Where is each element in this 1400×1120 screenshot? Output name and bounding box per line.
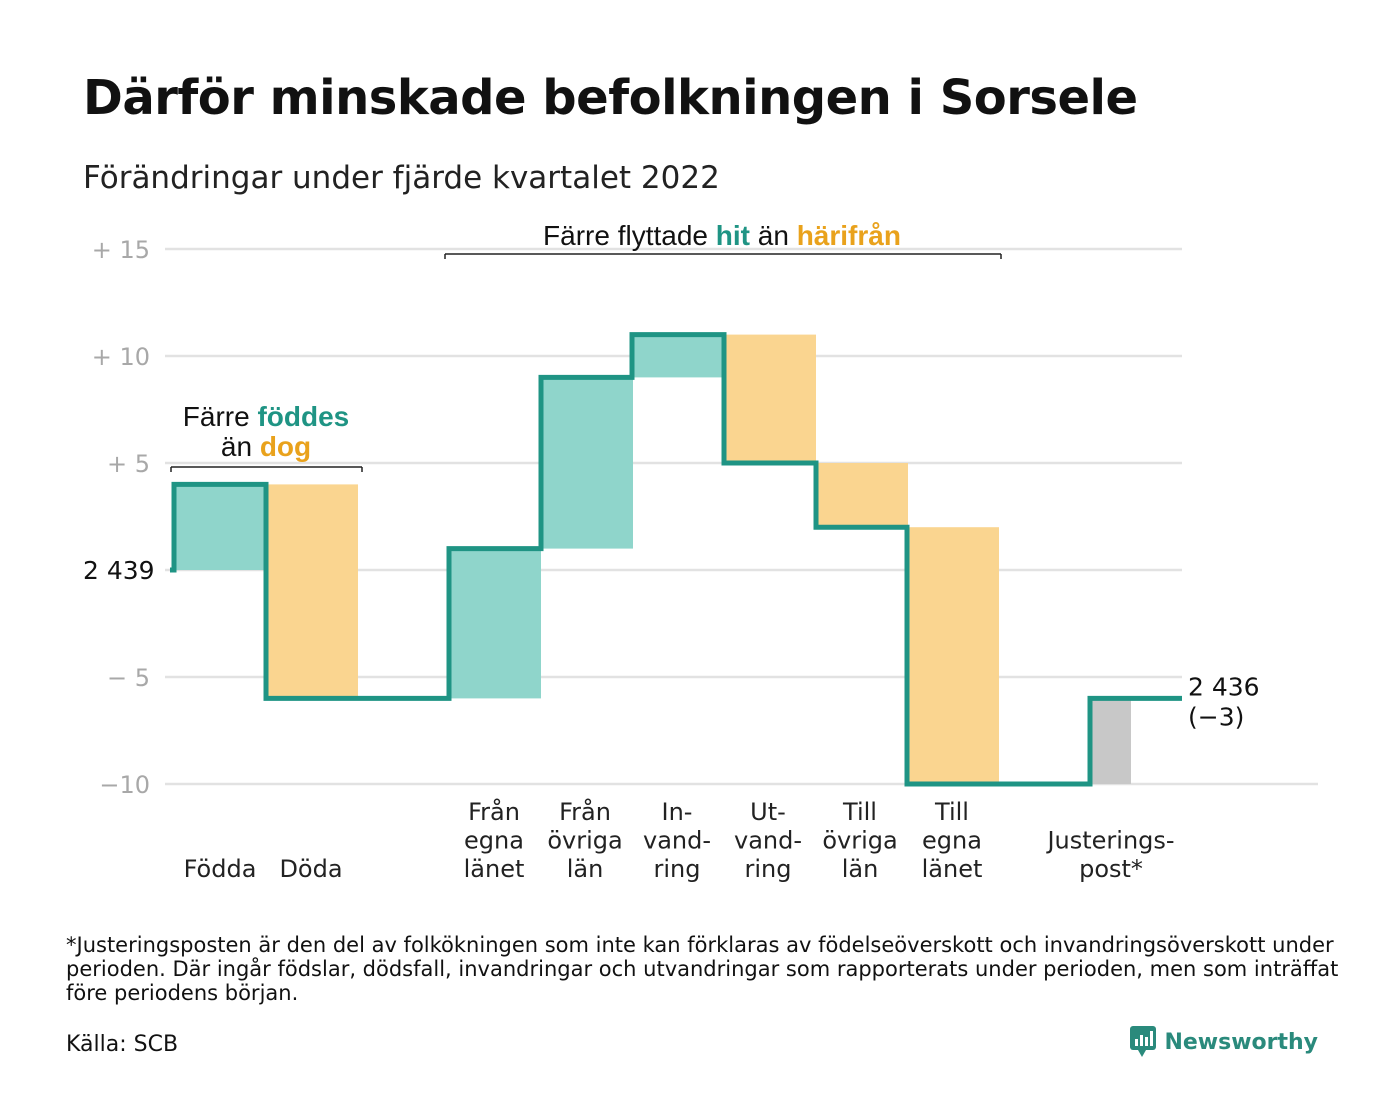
category-label: län <box>567 855 604 883</box>
y-tick-label: + 15 <box>92 236 150 264</box>
chart-subtitle: Förändringar under fjärde kvartalet 2022 <box>83 160 720 196</box>
chart-title: Därför minskade befolkningen i Sorsele <box>83 70 1138 126</box>
category-label: länet <box>464 855 525 883</box>
category-label: övriga <box>547 827 622 855</box>
footnote: *Justeringsposten är den del av folkökni… <box>66 933 1339 1005</box>
annotation-text: Färre flyttade hit än härifrån <box>543 220 901 251</box>
y-tick-label: −10 <box>99 771 150 799</box>
category-label: län <box>842 855 879 883</box>
annotation-part-orange: dog <box>260 431 311 462</box>
y-tick-label: − 5 <box>107 664 150 692</box>
start-value-label: 2 439 <box>83 556 155 585</box>
category-label: vand- <box>643 827 711 855</box>
category-label: ring <box>745 855 792 883</box>
annotation-part-plain: än <box>750 220 797 251</box>
annotation-part-plain: än <box>221 431 260 462</box>
category-label: Döda <box>279 855 342 883</box>
bar-outflow <box>266 484 358 699</box>
category-label: vand- <box>734 827 802 855</box>
annotation-part-green: föddes <box>257 401 349 432</box>
bar-outflow <box>816 463 908 528</box>
bar-inflow <box>449 548 541 699</box>
category-label: Ut- <box>750 798 786 826</box>
annotation-part-plain: Färre flyttade <box>543 220 716 251</box>
annotation-part-green: hit <box>716 220 750 251</box>
category-label: länet <box>922 855 983 883</box>
category-labels: 2 436(−3)Födda DödaFrånegnalänetFrånövrig… <box>184 672 1260 883</box>
bar-inflow <box>632 334 724 378</box>
waterfall-step-line <box>170 332 1182 787</box>
brand-logo: Newsworthy <box>1130 1026 1318 1058</box>
category-label: Från <box>559 797 611 826</box>
category-label: Justerings- <box>1045 827 1174 855</box>
annotation-text: än dog <box>221 431 311 462</box>
category-label: egna <box>922 827 982 855</box>
category-label: Från <box>468 797 520 826</box>
newsworthy-icon <box>1130 1026 1157 1057</box>
category-label: övriga <box>822 827 897 855</box>
bars <box>174 334 1131 784</box>
y-axis: + 15 + 10 + 5 − 5 −10 2 439 <box>83 236 155 799</box>
category-label: Födda <box>184 855 257 883</box>
bar-adjustment <box>1090 698 1131 784</box>
category-label: Till <box>934 798 969 826</box>
category-label: ring <box>654 855 701 883</box>
bar-inflow <box>174 484 266 570</box>
category-label: egna <box>464 827 524 855</box>
y-tick-label: + 5 <box>107 450 150 478</box>
category-label: Till <box>842 798 877 826</box>
annotation-part-plain: Färre <box>183 401 258 432</box>
source-label: Källa: SCB <box>66 1032 179 1057</box>
annotation-part-orange: härifrån <box>797 220 901 251</box>
category-label: In- <box>662 798 693 826</box>
y-tick-label: + 10 <box>92 343 150 371</box>
annotation-text: Färre föddes <box>183 401 349 432</box>
end-change-label: (−3) <box>1188 702 1244 731</box>
waterfall-line <box>170 332 1182 787</box>
category-label: post* <box>1079 855 1143 883</box>
brand-name: Newsworthy <box>1164 1029 1318 1055</box>
waterfall-chart: + 15 + 10 + 5 − 5 −10 2 439 2 436(−3) Födda Död… <box>83 220 1318 883</box>
bar-outflow <box>724 334 816 463</box>
end-value-label: 2 436 <box>1188 672 1260 701</box>
bar-inflow <box>541 377 633 549</box>
bar-outflow <box>907 527 999 784</box>
